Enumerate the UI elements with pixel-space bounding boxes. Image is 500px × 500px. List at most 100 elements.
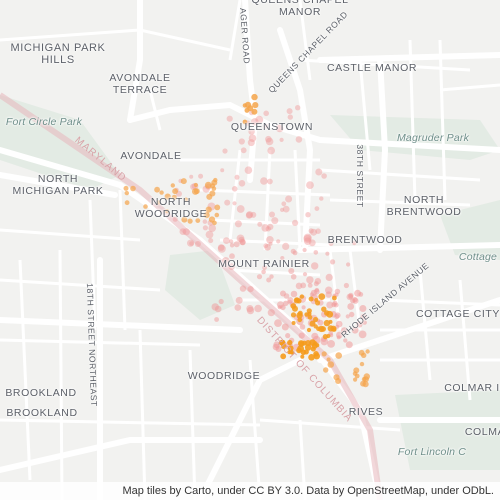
heat-point <box>130 185 136 192</box>
heat-point <box>281 343 287 350</box>
heat-point <box>361 376 367 382</box>
heat-point <box>187 218 193 224</box>
heat-point <box>359 305 367 312</box>
heat-point <box>298 332 305 339</box>
heat-point <box>202 225 208 231</box>
heat-overlay <box>123 93 370 388</box>
label-cottage-city: COTTAGE CITY <box>415 308 500 320</box>
heat-point <box>240 147 247 154</box>
heat-point <box>291 321 296 325</box>
heat-point <box>325 273 333 281</box>
heat-point <box>208 238 214 244</box>
heat-point <box>301 305 306 310</box>
heat-point <box>332 295 337 301</box>
heat-point <box>331 302 337 308</box>
heat-point <box>307 283 313 288</box>
heat-point <box>280 207 285 212</box>
heat-point <box>234 220 242 228</box>
heat-point <box>356 321 363 328</box>
heat-point <box>212 220 217 226</box>
heat-point <box>314 287 320 293</box>
heat-point <box>343 282 349 289</box>
heat-point <box>266 236 274 244</box>
heat-point <box>244 107 250 113</box>
heat-point <box>280 256 285 261</box>
heat-point <box>251 108 258 115</box>
heat-point <box>286 108 293 115</box>
heat-point <box>217 244 225 251</box>
heat-point <box>280 353 287 360</box>
heat-point <box>228 239 234 244</box>
heat-point <box>170 183 175 188</box>
heat-point <box>314 278 322 285</box>
heat-point <box>123 185 129 191</box>
heat-point <box>248 128 255 135</box>
heat-point <box>214 317 220 322</box>
label-mount-rainier: MOUNT RAINIER <box>218 258 310 270</box>
heat-point <box>343 338 348 343</box>
heat-point <box>352 371 358 376</box>
heat-point <box>287 345 294 352</box>
heat-point <box>327 325 334 332</box>
heat-point <box>164 193 171 200</box>
heat-point <box>220 168 225 173</box>
label-colmar-lower: COLMA <box>464 426 500 438</box>
heat-point <box>304 344 312 351</box>
heat-point <box>327 361 335 368</box>
heat-point <box>310 228 318 236</box>
heat-point <box>315 228 321 234</box>
heat-point <box>316 326 321 332</box>
heat-point <box>263 110 270 117</box>
heat-point <box>187 239 195 247</box>
heat-point <box>242 103 248 108</box>
label-michigan-park-hills: MICHIGAN PARK HILLS <box>10 42 106 66</box>
heat-point <box>251 118 259 126</box>
heat-point <box>183 197 189 203</box>
heat-point <box>313 351 319 357</box>
heat-point <box>327 340 335 348</box>
heat-point <box>359 361 365 367</box>
heat-point <box>267 146 276 155</box>
heat-point <box>314 298 319 302</box>
heat-point <box>347 303 355 310</box>
heat-point <box>233 241 240 248</box>
heat-point <box>294 298 299 302</box>
heat-point <box>361 352 367 358</box>
heat-point <box>269 211 275 218</box>
heat-point <box>214 305 222 313</box>
heat-point <box>246 211 254 219</box>
heat-point <box>179 228 187 236</box>
heat-point <box>297 317 303 323</box>
heat-point <box>204 181 212 189</box>
heat-point <box>180 178 187 185</box>
heat-point <box>159 190 164 195</box>
heat-point <box>275 124 284 133</box>
heat-point <box>336 331 343 339</box>
heat-point <box>283 300 289 306</box>
heat-point <box>346 262 351 267</box>
heat-point <box>267 223 274 230</box>
heat-point <box>265 226 271 232</box>
label-north-brentwood: NORTH BRENTWOOD <box>386 194 462 218</box>
heat-point <box>318 293 326 300</box>
heat-point <box>319 196 324 201</box>
heat-point <box>198 173 204 179</box>
heat-point <box>234 174 240 180</box>
heat-point <box>297 345 304 353</box>
heat-point <box>223 237 230 245</box>
heat-point <box>265 135 272 143</box>
label-fort-circle-park: Fort Circle Park <box>5 116 83 128</box>
heat-point <box>302 247 307 253</box>
heat-point <box>341 327 348 334</box>
heat-point <box>308 228 314 234</box>
heat-point <box>295 105 301 111</box>
heat-point <box>205 230 214 239</box>
heat-point <box>330 259 336 265</box>
heat-point <box>345 314 350 319</box>
heat-point <box>307 311 312 316</box>
heat-point <box>264 244 271 251</box>
heat-point <box>246 306 255 315</box>
